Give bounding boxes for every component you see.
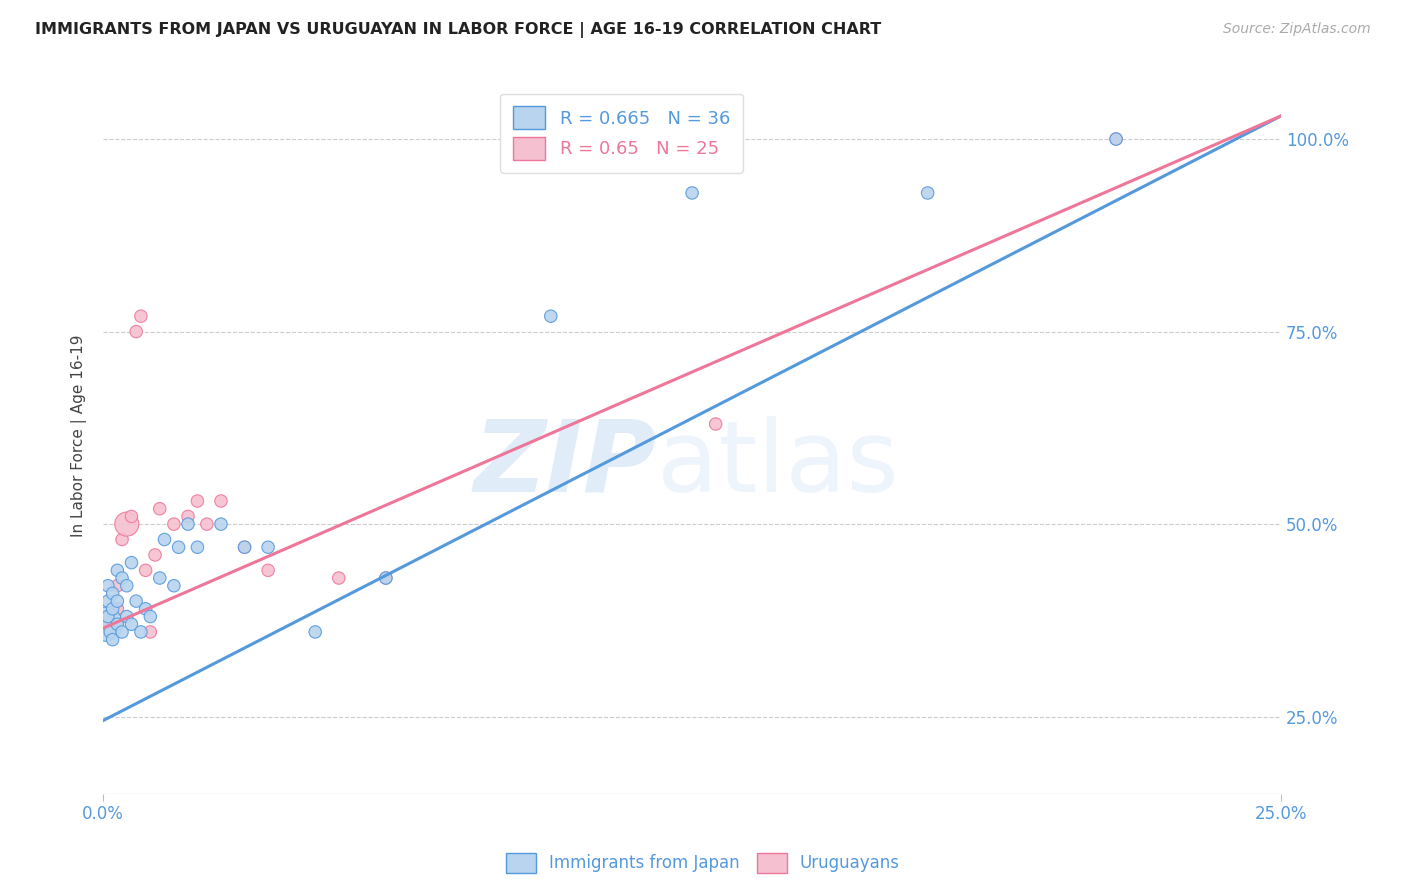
Point — [97, 579, 120, 593]
Point — [233, 540, 256, 554]
Text: atlas: atlas — [657, 416, 898, 513]
Point — [105, 617, 128, 632]
Point — [101, 586, 124, 600]
Point — [94, 617, 117, 632]
Text: IMMIGRANTS FROM JAPAN VS URUGUAYAN IN LABOR FORCE | AGE 16-19 CORRELATION CHART: IMMIGRANTS FROM JAPAN VS URUGUAYAN IN LA… — [35, 22, 882, 38]
Point — [121, 556, 143, 570]
Point — [233, 540, 256, 554]
Point — [186, 494, 208, 508]
Point — [681, 186, 703, 200]
Point — [94, 617, 117, 632]
Point — [97, 609, 120, 624]
Point — [135, 602, 157, 616]
Point — [98, 624, 121, 639]
Point — [195, 517, 218, 532]
Point — [163, 517, 186, 532]
Point — [186, 540, 208, 554]
Point — [115, 517, 138, 532]
Point — [121, 617, 143, 632]
Point — [97, 594, 120, 608]
Point — [105, 594, 128, 608]
Point — [167, 540, 190, 554]
Point — [304, 624, 326, 639]
Text: Source: ZipAtlas.com: Source: ZipAtlas.com — [1223, 22, 1371, 37]
Point — [917, 186, 939, 200]
Point — [105, 563, 128, 577]
Point — [115, 579, 138, 593]
Point — [125, 594, 148, 608]
Point — [115, 609, 138, 624]
Point — [257, 540, 280, 554]
Point — [101, 624, 124, 639]
Point — [149, 571, 172, 585]
Point — [209, 517, 232, 532]
Point — [129, 624, 152, 639]
Point — [143, 548, 166, 562]
Point — [97, 609, 120, 624]
Legend: Immigrants from Japan, Uruguayans: Immigrants from Japan, Uruguayans — [499, 847, 907, 880]
Y-axis label: In Labor Force | Age 16-19: In Labor Force | Age 16-19 — [72, 334, 87, 537]
Point — [121, 509, 143, 524]
Point — [139, 624, 162, 639]
Point — [1105, 132, 1128, 146]
Point — [111, 533, 134, 547]
Point — [153, 533, 176, 547]
Point — [209, 494, 232, 508]
Point — [1105, 132, 1128, 146]
Point — [101, 632, 124, 647]
Point — [374, 571, 396, 585]
Point — [101, 602, 124, 616]
Point — [105, 602, 128, 616]
Point — [139, 609, 162, 624]
Point — [105, 579, 128, 593]
Legend: R = 0.665   N = 36, R = 0.65   N = 25: R = 0.665 N = 36, R = 0.65 N = 25 — [501, 94, 742, 172]
Point — [328, 571, 350, 585]
Point — [540, 309, 562, 323]
Point — [257, 563, 280, 577]
Text: ZIP: ZIP — [474, 416, 657, 513]
Point — [125, 325, 148, 339]
Point — [129, 309, 152, 323]
Point — [163, 579, 186, 593]
Point — [111, 571, 134, 585]
Point — [135, 563, 157, 577]
Point — [111, 624, 134, 639]
Point — [374, 571, 396, 585]
Point — [177, 509, 200, 524]
Point — [177, 517, 200, 532]
Point — [149, 501, 172, 516]
Point — [704, 417, 727, 431]
